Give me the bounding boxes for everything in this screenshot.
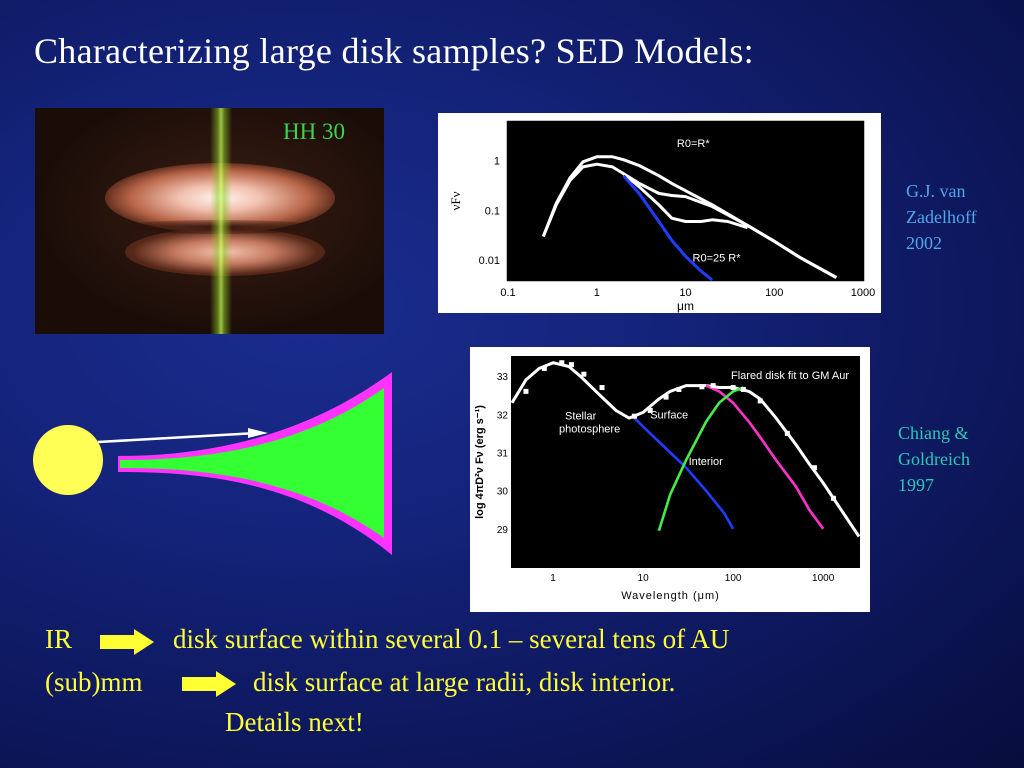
bullet-submm-lead: (sub)mm (45, 667, 143, 697)
annotation-photosphere: photosphere (559, 423, 620, 435)
y-tick-label: 0.1 (485, 205, 500, 217)
series-line-4 (657, 386, 744, 532)
x-tick-label: 100 (765, 287, 783, 299)
annotation-interior: Interior (689, 456, 724, 468)
annotation-stellar: Stellar (565, 410, 597, 422)
data-point (599, 385, 605, 391)
data-point (710, 383, 716, 389)
x-tick-label: 1000 (812, 573, 835, 584)
y-tick-label: 31 (497, 448, 509, 459)
credit-line-3: 2002 (906, 233, 942, 253)
data-point (568, 362, 574, 368)
credit-line-2: Zadelhoff (906, 207, 977, 227)
x-tick-label: 100 (725, 573, 742, 584)
data-point (757, 398, 763, 404)
bullet-submm-text: disk surface at large radii, disk interi… (253, 667, 676, 697)
credit-line-2: Goldreich (898, 449, 970, 469)
right-arrow-icon (182, 671, 236, 697)
credit-line-3: 1997 (898, 475, 934, 495)
annotation-surface: Surface (650, 409, 688, 421)
credit-line-1: Chiang & (898, 423, 969, 443)
series-line-4 (622, 174, 714, 282)
data-point (647, 407, 653, 413)
y-axis-label: log 4πD²ν Fν (erg s⁻¹) (474, 405, 486, 519)
y-tick-label: 30 (497, 487, 509, 498)
data-point (699, 384, 705, 390)
data-point (811, 465, 817, 471)
data-point (523, 388, 529, 394)
data-point (676, 386, 682, 392)
right-arrow-icon (100, 629, 154, 655)
y-tick-label: 29 (497, 525, 509, 536)
data-point (830, 495, 836, 501)
disk-interior (120, 388, 384, 538)
sed-model-chart: 0.1 1 10 100 1000 1 0.1 0.01 μm νFν R0=R* R0=25 R* (438, 113, 881, 313)
slide-title: Characterizing large disk samples? SED M… (34, 31, 754, 71)
bullet-details-next: Details next! (225, 707, 364, 737)
x-tick-label: 10 (638, 573, 650, 584)
x-tick-label: 1 (550, 573, 556, 584)
x-axis-label: μm (677, 299, 694, 313)
gm-aur-chart: 1 10 100 1000 33 32 31 30 29 Wavelength (μm) log 4… (470, 347, 870, 612)
data-point (784, 430, 790, 436)
flared-disk-schematic (0, 360, 400, 560)
data-point (541, 365, 547, 371)
series-line-1 (510, 361, 861, 538)
data-point (730, 385, 736, 391)
credit-van-zadelhoff: G.J. van Zadelhoff 2002 (906, 178, 977, 256)
ray-arrowhead-icon (248, 428, 268, 438)
star-icon (33, 425, 103, 495)
series-line-2 (633, 417, 735, 530)
credit-line-1: G.J. van (906, 181, 966, 201)
hh30-disk-image (35, 108, 384, 334)
y-tick-label: 32 (497, 410, 509, 421)
data-point (631, 413, 637, 419)
x-tick-label: 1000 (851, 287, 875, 299)
data-point (581, 371, 587, 377)
x-tick-label: 0.1 (500, 287, 515, 299)
chart-title: Flared disk fit to GM Aur (731, 370, 849, 382)
data-point (663, 394, 669, 400)
data-point (559, 360, 565, 366)
x-axis-label: Wavelength (μm) (621, 590, 720, 602)
data-point (740, 386, 746, 392)
bullet-ir-lead: IR (45, 624, 72, 654)
bullet-ir-text: disk surface within several 0.1 – severa… (173, 624, 730, 654)
plot-area (506, 120, 865, 282)
annotation-r0-rstar: R0=R* (677, 138, 710, 150)
series-line-3 (705, 384, 825, 530)
x-tick-label: 10 (679, 287, 691, 299)
y-tick-label: 0.01 (479, 255, 500, 267)
series-line-3 (622, 172, 748, 230)
y-tick-label: 33 (497, 372, 509, 383)
x-tick-label: 1 (594, 287, 600, 299)
annotation-r0-25rstar: R0=25 R* (693, 252, 742, 264)
y-axis-label: νFν (448, 191, 463, 210)
credit-chiang-goldreich: Chiang & Goldreich 1997 (898, 420, 970, 498)
image-label: HH 30 (283, 119, 345, 144)
ray-line (97, 431, 259, 444)
series-line-2 (541, 162, 838, 279)
y-tick-label: 1 (494, 156, 500, 168)
